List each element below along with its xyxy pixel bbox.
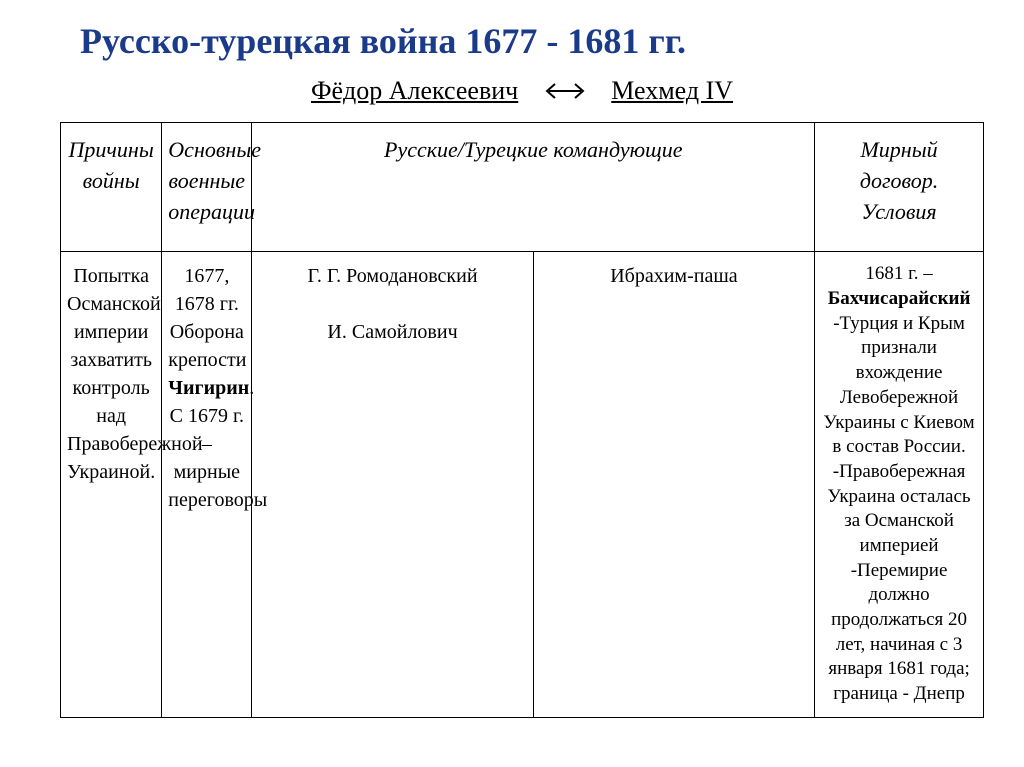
header-commanders: Русские/Турецкие командующие	[252, 123, 815, 252]
cmd-tur-1: Ибрахим-паша	[610, 265, 737, 287]
cell-treaty: 1681 г. – Бахчисарайский -Турция и Крым …	[815, 252, 984, 717]
table-row: Попытка Османской империи захватить конт…	[61, 252, 984, 717]
ops-fort-name: Чигирин	[168, 377, 249, 399]
header-reasons: Причины войны	[61, 123, 162, 252]
ops-dot: .	[249, 377, 254, 399]
cell-cmd-russian: Г. Г. Ромодановский И. Самойлович	[252, 252, 533, 717]
ruler-russia: Фёдор Алексеевич	[311, 76, 518, 105]
double-arrow-icon	[541, 78, 589, 108]
cmd-rus-1: Г. Г. Ромодановский	[308, 265, 478, 287]
cell-reasons: Попытка Османской империи захватить конт…	[61, 252, 162, 717]
table-header-row: Причины войны Основные военные операции …	[61, 123, 984, 252]
cell-operations: 1677, 1678 гг. Оборона крепости Чигирин.…	[162, 252, 252, 717]
header-treaty: Мирный договор. Условия	[815, 123, 984, 252]
treaty-year: 1681 г. –	[865, 263, 932, 284]
treaty-item-3: -Перемирие должно продолжаться 20 лет, н…	[828, 560, 969, 704]
war-summary-table: Причины войны Основные военные операции …	[60, 122, 984, 718]
cmd-rus-2: И. Самойлович	[327, 321, 457, 343]
ruler-ottoman: Мехмед IV	[611, 76, 733, 105]
header-operations: Основные военные операции	[162, 123, 252, 252]
treaty-item-1: -Турция и Крым признали вхождение Левобе…	[823, 313, 974, 457]
slide-title: Русско-турецкая война 1677 - 1681 гг.	[80, 20, 984, 62]
rulers-row: Фёдор Алексеевич Мехмед IV	[60, 76, 984, 108]
treaty-item-2: -Правобережная Украина осталась за Осман…	[828, 461, 971, 556]
ops-years: 1677, 1678 гг.	[175, 265, 239, 315]
treaty-name: Бахчисарайский	[828, 288, 971, 309]
ops-line1: Оборона крепости	[168, 321, 246, 371]
cell-cmd-turkish: Ибрахим-паша	[533, 252, 814, 717]
